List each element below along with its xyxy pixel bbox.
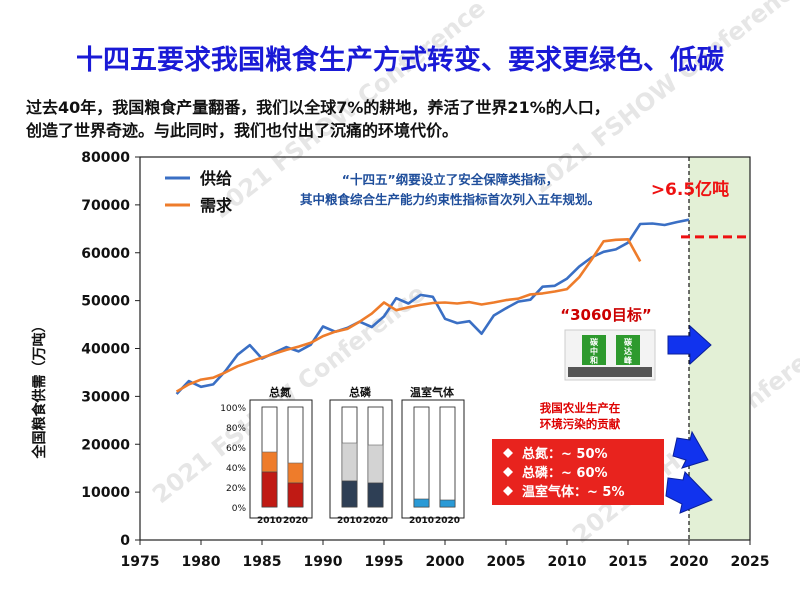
target-label: >6.5亿吨 <box>651 179 729 200</box>
inset-x-tick-label: 2020 <box>283 516 308 526</box>
inset-bar-segment <box>367 444 384 484</box>
goal-badge-base <box>568 367 652 377</box>
goal-badge-char: 中 <box>590 346 598 356</box>
legend-label: 需求 <box>200 196 233 215</box>
inset-y-tick-label: 40% <box>226 464 246 474</box>
inset-y-tick-label: 60% <box>226 444 246 454</box>
x-tick-label: 2020 <box>670 554 709 570</box>
slide-title: 十四五要求我国粮食生产方式转变、要求更绿色、低碳 <box>76 45 724 76</box>
y-axis-label: 全国粮食供需（万吨） <box>31 319 48 460</box>
inset-bar-segment <box>341 442 358 482</box>
slide-subtitle: 过去40年，我国粮食产量翻番，我们以全球7%的耕地，养活了世界21%的人口， 创… <box>26 96 786 142</box>
y-tick-label: 80000 <box>81 150 130 166</box>
y-tick-label: 50000 <box>81 294 130 310</box>
inset-bar-segment <box>287 482 304 508</box>
inset-bar-segment <box>261 451 278 473</box>
y-tick-label: 70000 <box>81 198 130 214</box>
contribution-item: 总氮：~ 50% <box>522 446 608 462</box>
inset-y-tick-label: 0% <box>232 504 247 514</box>
inset-title: 总氮 <box>269 385 291 399</box>
inset-bar-segment <box>439 499 456 508</box>
x-tick-label: 1990 <box>304 554 343 570</box>
inset-y-tick-label: 100% <box>220 404 246 414</box>
goal-badge-char: 和 <box>590 355 598 365</box>
subtitle-line: 过去40年，我国粮食产量翻番，我们以全球7%的耕地，养活了世界21%的人口， <box>26 98 610 117</box>
inset-title: 总磷 <box>349 385 372 399</box>
inset-x-tick-label: 2010 <box>257 516 282 526</box>
y-tick-label: 60000 <box>81 246 130 262</box>
inset-bar-frame <box>439 406 456 508</box>
contribution-arrow <box>665 471 713 514</box>
contribution-box <box>492 439 664 505</box>
goal-badge-char: 碳 <box>624 337 633 347</box>
inset-bar-segment <box>261 471 278 508</box>
annotation-line: “十四五”纲要设立了安全保障类指标， <box>342 172 558 187</box>
bullet-diamond-icon <box>503 448 513 458</box>
goal-arrow <box>667 324 712 366</box>
x-tick-label: 2005 <box>487 554 526 570</box>
goal-badge-block <box>582 335 606 365</box>
inset-bar-frame <box>413 406 430 508</box>
legend-label: 供给 <box>199 169 232 188</box>
subtitle-line: 创造了世界奇迹。与此同时，我们也付出了沉痛的环境代价。 <box>26 121 459 140</box>
inset-x-tick-label: 2020 <box>363 516 388 526</box>
inset-bar-segment <box>413 498 430 508</box>
bullet-diamond-icon <box>503 486 513 496</box>
inset-x-tick-label: 2020 <box>435 516 460 526</box>
x-tick-label: 1985 <box>243 554 282 570</box>
contribution-title: 环境污染的贡献 <box>540 417 621 431</box>
contribution-item: 总磷：~ 60% <box>522 465 608 481</box>
inset-bar-segment <box>341 480 358 508</box>
goal-badge-char: 峰 <box>624 355 632 365</box>
inset-y-tick-label: 80% <box>226 424 246 434</box>
x-tick-label: 1980 <box>182 554 221 570</box>
inset-bar-segment <box>367 482 384 508</box>
x-tick-label: 2000 <box>426 554 465 570</box>
y-tick-label: 0 <box>120 533 130 549</box>
contribution-arrow <box>672 430 709 469</box>
y-tick-label: 10000 <box>81 485 130 501</box>
contribution-item: 温室气体：~ 5% <box>522 484 625 500</box>
inset-title: 温室气体 <box>410 385 455 399</box>
series-line-demand <box>175 238 642 393</box>
goal-badge-char: 碳 <box>590 337 599 347</box>
y-tick-label: 40000 <box>81 342 130 358</box>
contribution-title: 我国农业生产在 <box>540 401 621 415</box>
x-tick-label: 2025 <box>731 554 770 570</box>
goal-badge-char: 达 <box>624 346 632 356</box>
inset-x-tick-label: 2010 <box>337 516 362 526</box>
x-tick-label: 2015 <box>609 554 648 570</box>
x-tick-label: 1995 <box>365 554 404 570</box>
bullet-diamond-icon <box>503 467 513 477</box>
y-tick-label: 30000 <box>81 389 130 405</box>
goal-badge-block <box>616 335 640 365</box>
inset-x-tick-label: 2010 <box>409 516 434 526</box>
x-tick-label: 1975 <box>121 554 160 570</box>
y-tick-label: 20000 <box>81 437 130 453</box>
inset-bar-segment <box>287 462 304 484</box>
x-tick-label: 2010 <box>548 554 587 570</box>
inset-y-tick-label: 20% <box>226 484 246 494</box>
goal-label: “3060目标” <box>560 306 651 324</box>
annotation-line: 其中粮食综合生产能力约束性指标首次列入五年规划。 <box>300 192 600 207</box>
